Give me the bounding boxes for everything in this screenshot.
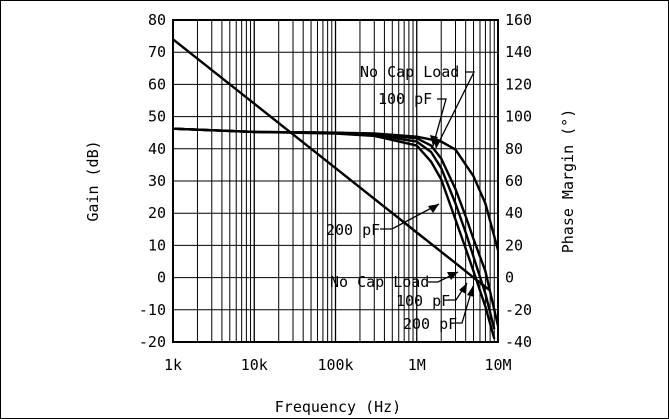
plot-border	[172, 19, 499, 343]
arrowhead-gain-no-cap	[447, 272, 458, 280]
arrowhead-gain-200pf	[467, 286, 474, 297]
annotation-phase-100pf: 100 pF	[378, 90, 432, 108]
y2-tick-label: 40	[505, 204, 523, 222]
tick-labels: 1k 10k 100k 1M 10M80706050403020100-10-20160…	[139, 11, 532, 374]
arrowhead-phase-100pf	[430, 135, 438, 146]
phase-curve-4	[172, 127, 496, 340]
y-tick-label: 10	[148, 236, 166, 254]
leader-gain-200pf	[455, 285, 474, 324]
annotation-gain-no-cap: No Cap Load	[330, 273, 429, 291]
y2-axis-label: Phase Margin (°)	[559, 109, 577, 254]
annotation-phase-200pf: 200 pF	[326, 221, 380, 239]
y-tick-label: 20	[148, 204, 166, 222]
y2-tick-label: 80	[505, 140, 523, 158]
curves	[172, 38, 500, 340]
x-tick-label: 1k	[164, 356, 182, 374]
leader-phase-100pf	[432, 98, 447, 147]
y2-tick-label: 100	[505, 108, 532, 126]
annotation-gain-100pf: 100 pF	[396, 292, 450, 310]
y-tick-label: 30	[148, 172, 166, 190]
x-tick-label: 100k	[317, 356, 353, 374]
y-tick-label: -10	[139, 301, 166, 319]
y2-tick-label: 120	[505, 75, 532, 93]
y2-tick-label: 20	[505, 236, 523, 254]
y-tick-label: 40	[148, 140, 166, 158]
x-tick-label: 10k	[241, 356, 268, 374]
leader-phase-no-cap	[435, 71, 476, 149]
y2-tick-label: 140	[505, 43, 532, 61]
y2-tick-label: 160	[505, 11, 532, 29]
y-tick-label: 70	[148, 43, 166, 61]
annotations: No Cap Load 100 pF 200 pF No Cap Load 10…	[326, 63, 476, 333]
grid	[172, 19, 499, 343]
leader-phase-200pf	[380, 203, 440, 230]
y2-tick-label: -40	[505, 333, 532, 351]
x-tick-label: 10M	[484, 356, 511, 374]
y2-tick-label: -20	[505, 301, 532, 319]
y-tick-label: 60	[148, 75, 166, 93]
annotation-gain-200pf: 200 pF	[403, 315, 457, 333]
x-tick-label: 1M	[408, 356, 426, 374]
y-tick-label: 80	[148, 11, 166, 29]
x-axis-label: Frequency (Hz)	[275, 398, 401, 416]
y2-tick-label: 60	[505, 172, 523, 190]
y-tick-label: 0	[157, 269, 166, 287]
y-tick-label: -20	[139, 333, 166, 351]
arrowhead-phase-200pf	[428, 204, 439, 213]
y2-tick-label: 0	[505, 269, 514, 287]
y-axis-label: Gain (dB)	[84, 140, 102, 221]
gain-curve-0	[172, 38, 491, 292]
y-tick-label: 50	[148, 108, 166, 126]
arrowhead-gain-100pf	[459, 283, 467, 294]
annotation-phase-no-cap: No Cap Load	[360, 63, 459, 81]
